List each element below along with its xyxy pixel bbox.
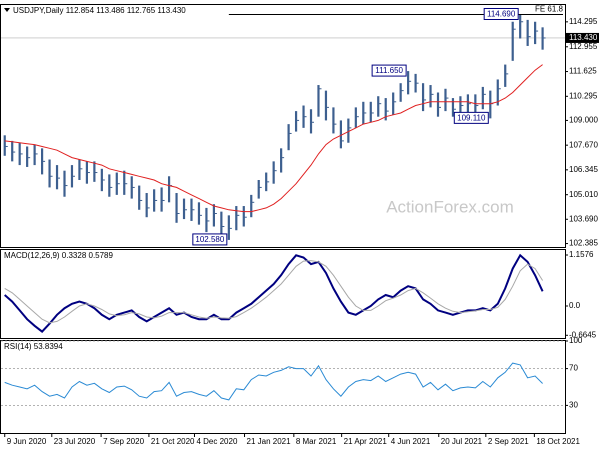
x-tick-label: 23 Jul 2020 [54,437,96,446]
series-line [4,64,543,213]
y-tick-label: 110.295 [569,91,598,100]
y-tick-label: 103.690 [569,214,598,223]
panel-title: RSI(14) 53.8394 [4,342,63,351]
x-tick-label: 2 Sep 2021 [488,437,529,446]
x-tick-label: 20 Jul 2021 [441,437,483,446]
x-tick-label: 4 Jun 2021 [391,437,431,446]
y-tick-label: 109.000 [569,116,598,125]
last-price-box [566,32,599,43]
fe-label: FE 61.8 [535,5,564,14]
x-tick-label: 7 Sep 2020 [103,437,144,446]
x-tick-label: 9 Jun 2020 [7,437,47,446]
annotation-box [453,111,489,124]
menu-arrow [4,8,10,12]
x-tick-label: 18 Oct 2021 [536,437,580,446]
annotation-box [483,7,519,20]
series-line [4,260,544,324]
rsi-panel [0,340,566,434]
x-tick-label: 21 Apr 2021 [344,437,388,446]
annotation-label: 111.650 [375,66,403,75]
y-tick-label: 0.0 [569,301,581,310]
y-tick-label: 1.1576 [569,250,594,259]
y-tick-label: 106.345 [569,165,598,174]
last-price-label: 113.430 [569,33,598,42]
y-tick-label: 30 [569,401,578,410]
annotation-box [371,64,407,77]
price-panel [0,4,566,248]
panel-title: MACD(12,26,9) 0.3328 0.5789 [4,251,114,260]
y-tick-label: 100 [569,336,583,345]
annotation-label: 114.690 [487,10,516,19]
y-tick-label: 102.385 [569,239,598,248]
x-tick-label: 21 Jan 2021 [247,437,292,446]
watermark: ActionForex.com [386,197,514,216]
series-line [4,362,543,401]
y-tick-label: 107.670 [569,140,598,149]
x-tick-label: 8 Mar 2021 [296,437,337,446]
x-tick-label: 21 Oct 2020 [151,437,195,446]
annotation-box [192,233,228,246]
annotation-label: 109.110 [457,113,486,122]
y-tick-label: 112.955 [569,42,598,51]
x-tick-label: 4 Dec 2020 [196,437,237,446]
annotation-label: 102.580 [195,235,224,244]
series-line [4,253,544,333]
y-tick-label: -0.6645 [569,330,597,339]
y-tick-label: 111.625 [569,67,597,76]
macd-panel [0,249,566,339]
y-tick-label: 105.010 [569,190,598,199]
panel-title: USDJPY,Daily 112.854 113.486 112.765 113… [13,6,186,15]
y-tick-label: 114.295 [569,17,598,26]
y-tick-label: 70 [569,364,578,373]
